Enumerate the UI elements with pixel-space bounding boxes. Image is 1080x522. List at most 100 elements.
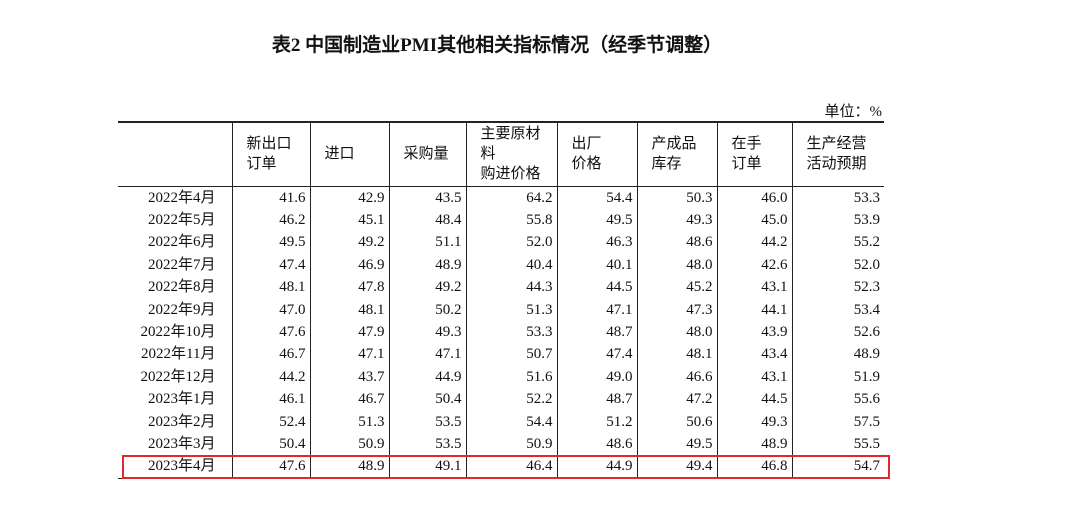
cell: 53.3 — [791, 186, 884, 209]
cell: 53.4 — [791, 298, 884, 321]
cell: 44.5 — [556, 276, 637, 299]
table-row: 2022年11月 46.7 47.1 47.1 50.7 47.4 48.1 43.4 48.9 — [118, 343, 884, 366]
cell: 40.4 — [465, 253, 557, 277]
cell: 51.3 — [465, 298, 557, 321]
header-line: 料 — [480, 146, 496, 163]
cell: 49.5 — [231, 231, 310, 254]
cell: 44.3 — [465, 276, 557, 299]
pmi-table: 新出口 订单 进口 采购量 主要原材料购进价格 出厂 价格 产成品 库存 在手 订单 生产经营 活动预期… — [118, 121, 884, 479]
cell: 48.9 — [716, 432, 792, 456]
cell: 47.8 — [309, 276, 389, 299]
cell: 49.4 — [636, 455, 717, 479]
row-label: 2022年6月 — [147, 234, 216, 251]
cell: 49.2 — [309, 231, 389, 254]
cell: 46.9 — [309, 253, 389, 277]
cell: 49.5 — [556, 208, 637, 232]
cell: 47.1 — [556, 298, 637, 321]
cell: 52.2 — [465, 388, 557, 411]
cell: 48.1 — [636, 343, 717, 366]
row-label: 2022年8月 — [147, 279, 216, 296]
table-row: 2022年8月 48.1 47.8 49.2 44.3 44.5 45.2 43.1 52.3 — [118, 276, 884, 299]
cell: 50.3 — [636, 186, 717, 209]
cell: 48.0 — [636, 320, 717, 344]
row-label: 2023年2月 — [147, 413, 216, 430]
cell: 46.6 — [636, 365, 717, 389]
cell: 50.9 — [309, 432, 389, 456]
cell: 47.3 — [636, 298, 717, 321]
cell: 48.1 — [309, 298, 389, 321]
cell: 48.1 — [231, 276, 310, 299]
cell: 49.3 — [716, 410, 792, 433]
column-header: 进口 — [309, 122, 389, 186]
cell: 50.7 — [465, 343, 557, 366]
cell: 42.9 — [309, 186, 389, 209]
row-label: 2022年9月 — [147, 301, 216, 318]
cell: 52.4 — [231, 410, 310, 433]
corner-cell — [118, 122, 232, 186]
cell: 49.2 — [388, 276, 466, 299]
cell: 44.2 — [231, 365, 310, 389]
cell: 46.0 — [716, 186, 792, 209]
header-line: 生产经营 — [806, 136, 867, 153]
cell: 50.4 — [388, 388, 466, 411]
cell: 44.9 — [388, 365, 466, 389]
cell: 48.7 — [556, 388, 637, 411]
cell: 47.6 — [231, 320, 310, 344]
cell: 46.2 — [231, 208, 310, 232]
header-line: 价格 — [571, 156, 602, 173]
cell: 46.3 — [556, 231, 637, 254]
column-header: 采购量 — [388, 122, 466, 186]
cell: 51.2 — [556, 410, 637, 433]
cell: 43.1 — [716, 365, 792, 389]
cell: 54.4 — [556, 186, 637, 209]
cell: 52.0 — [465, 231, 557, 254]
cell: 46.4 — [465, 455, 557, 479]
cell: 43.1 — [716, 276, 792, 299]
header-line: 订单 — [731, 156, 762, 173]
cell: 50.9 — [465, 432, 557, 456]
cell: 45.1 — [309, 208, 389, 232]
cell: 48.9 — [791, 343, 884, 366]
cell: 51.3 — [309, 410, 389, 433]
cell: 47.2 — [636, 388, 717, 411]
cell: 52.6 — [791, 320, 884, 344]
cell: 51.9 — [791, 365, 884, 389]
table-row: 2022年4月 41.6 42.9 43.5 64.2 54.4 50.3 46.0 53.3 — [118, 186, 884, 209]
cell: 47.4 — [231, 253, 310, 277]
cell: 54.4 — [465, 410, 557, 433]
header-line: 采购量 — [403, 146, 449, 163]
cell: 43.9 — [716, 320, 792, 344]
header-line: 主要原材 — [480, 126, 541, 143]
header-line: 订单 — [246, 156, 277, 173]
table-row: 2023年1月 46.1 46.7 50.4 52.2 48.7 47.2 44.5 55.6 — [118, 388, 884, 411]
table-row: 2023年3月 50.4 50.9 53.5 50.9 48.6 49.5 48.9 55.5 — [118, 432, 884, 456]
cell: 49.3 — [636, 208, 717, 232]
cell: 51.6 — [465, 365, 557, 389]
cell: 55.6 — [791, 388, 884, 411]
table-title: 表2 中国制造业PMI其他相关指标情况（经季节调整） — [271, 35, 723, 56]
cell: 43.7 — [309, 365, 389, 389]
cell: 55.5 — [791, 432, 884, 456]
cell: 44.5 — [716, 388, 792, 411]
cell: 40.1 — [556, 253, 637, 277]
header-line: 活动预期 — [806, 156, 867, 173]
cell: 41.6 — [231, 186, 310, 209]
table-row: 2022年9月 47.0 48.1 50.2 51.3 47.1 47.3 44.1 53.4 — [118, 298, 884, 321]
row-label: 2023年3月 — [147, 435, 216, 452]
row-label: 2023年4月 — [147, 458, 216, 475]
header-row: 新出口 订单 进口 采购量 主要原材料购进价格 出厂 价格 产成品 库存 在手 订单 生产经营 活动预期 — [118, 122, 884, 186]
cell: 44.1 — [716, 298, 792, 321]
table-row: 2022年7月 47.4 46.9 48.9 40.4 40.1 48.0 42.6 52.0 — [118, 253, 884, 277]
table-row: 2022年12月 44.2 43.7 44.9 51.6 49.0 46.6 43.1 51.9 — [118, 365, 884, 389]
header-line: 库存 — [651, 156, 682, 173]
cell: 42.6 — [716, 253, 792, 277]
cell: 48.7 — [556, 320, 637, 344]
cell: 48.4 — [388, 208, 466, 232]
header-line: 产成品 — [651, 136, 697, 153]
cell: 53.3 — [465, 320, 557, 344]
cell: 52.0 — [791, 253, 884, 277]
row-label: 2022年12月 — [140, 368, 216, 385]
cell: 49.1 — [388, 455, 466, 479]
cell: 64.2 — [465, 186, 557, 209]
cell: 46.7 — [231, 343, 310, 366]
